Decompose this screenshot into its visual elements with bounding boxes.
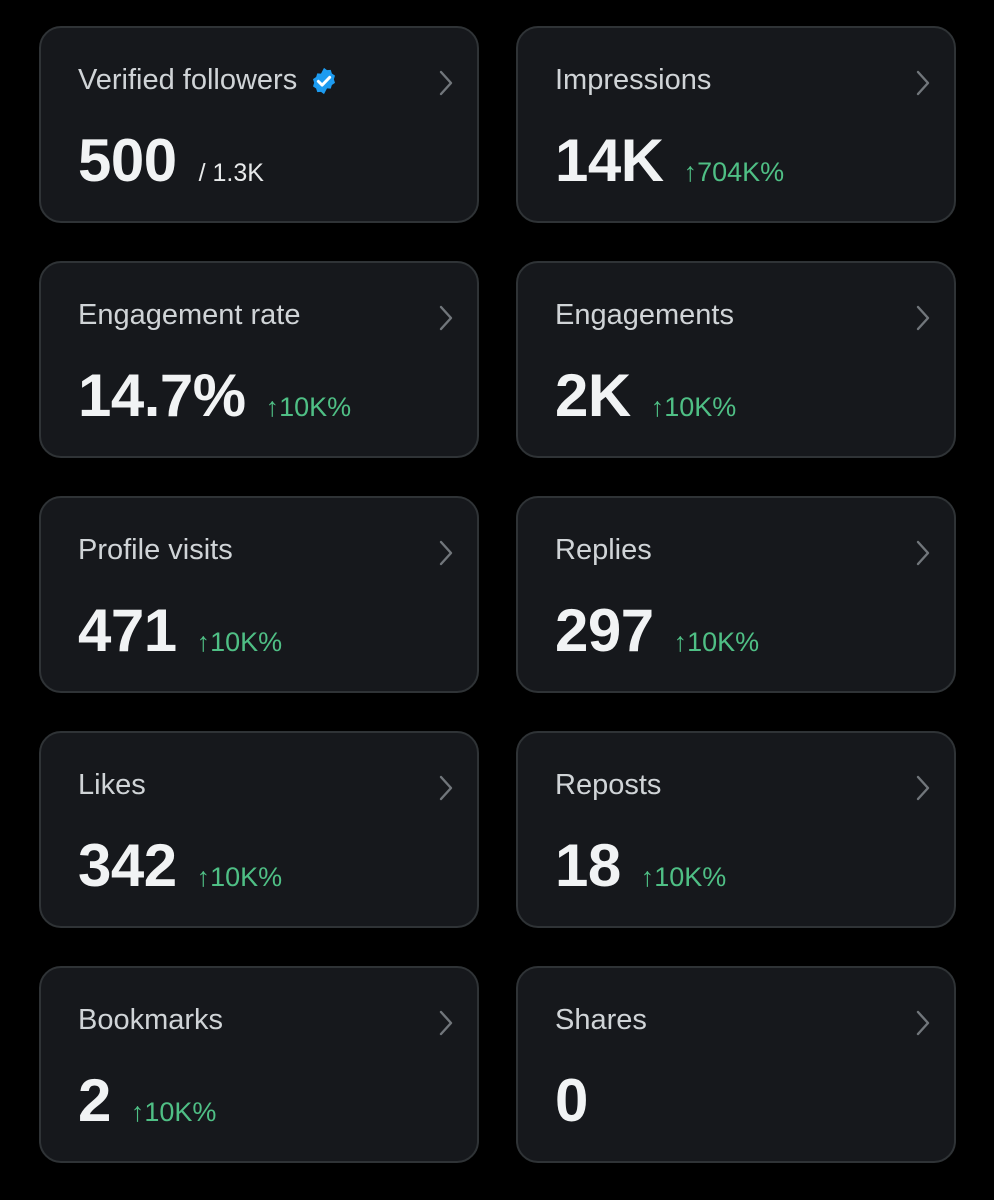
stat-value: 297	[555, 597, 654, 664]
stat-label: Verified followers	[78, 64, 298, 96]
stat-row: 2 ↑10K%	[78, 1066, 216, 1135]
stat-row: 14K ↑704K%	[555, 126, 784, 195]
stat-value: 14K	[555, 127, 664, 194]
stat-label-row: Impressions	[555, 64, 711, 97]
chevron	[916, 305, 930, 331]
stat-label-row: Bookmarks	[78, 1004, 223, 1037]
stat-value: 18	[555, 832, 621, 899]
stat-label-row: Likes	[78, 769, 146, 802]
stat-label: Replies	[555, 534, 652, 566]
stat-label: Engagements	[555, 299, 734, 331]
stat-row: 18 ↑10K%	[555, 831, 726, 900]
stat-card[interactable]: Reposts 18 ↑10K%	[516, 731, 956, 928]
verified-badge	[313, 67, 336, 94]
stat-row: 297 ↑10K%	[555, 596, 759, 665]
stat-label-row: Reposts	[555, 769, 661, 802]
stat-card[interactable]: Profile visits 471 ↑10K%	[39, 496, 479, 693]
chevron	[439, 540, 453, 566]
chevron	[916, 70, 930, 96]
stat-card[interactable]: Shares 0	[516, 966, 956, 1163]
stat-change: ↑10K%	[130, 1097, 217, 1127]
stat-label: Engagement rate	[78, 299, 301, 331]
stat-value: 2	[78, 1067, 111, 1134]
stat-value: 0	[555, 1067, 588, 1134]
stat-card[interactable]: Verified followers 500 / 1.3K	[39, 26, 479, 223]
stat-row: 14.7% ↑10K%	[78, 361, 351, 430]
stat-label: Shares	[555, 1004, 647, 1036]
stat-card[interactable]: Likes 342 ↑10K%	[39, 731, 479, 928]
stat-label: Likes	[78, 769, 146, 801]
stat-label: Impressions	[555, 64, 712, 96]
stat-row: 471 ↑10K%	[78, 596, 282, 665]
chevron	[916, 1010, 930, 1036]
stat-value: 500	[78, 127, 177, 194]
stat-change: ↑10K%	[673, 627, 760, 657]
chevron	[439, 1010, 453, 1036]
chevron	[439, 305, 453, 331]
stat-card[interactable]: Impressions 14K ↑704K%	[516, 26, 956, 223]
stat-secondary: / 1.3K	[198, 159, 264, 187]
stat-label: Bookmarks	[78, 1004, 224, 1036]
stat-card[interactable]: Bookmarks 2 ↑10K%	[39, 966, 479, 1163]
stat-label: Reposts	[555, 769, 662, 801]
stat-change: ↑10K%	[265, 392, 352, 422]
stat-label-row: Profile visits	[78, 534, 233, 567]
stat-card[interactable]: Engagement rate 14.7% ↑10K%	[39, 261, 479, 458]
chevron	[916, 775, 930, 801]
stat-row: 0	[555, 1066, 588, 1135]
chevron	[439, 775, 453, 801]
stat-value: 471	[78, 597, 177, 664]
stat-value: 14.7%	[78, 362, 246, 429]
stat-change: ↑10K%	[650, 392, 737, 422]
stat-label-row: Engagements	[555, 299, 734, 332]
stat-label-row: Verified followers	[78, 64, 339, 97]
stat-card[interactable]: Replies 297 ↑10K%	[516, 496, 956, 693]
stat-label-row: Shares	[555, 1004, 647, 1037]
stat-change: ↑10K%	[196, 627, 283, 657]
chevron	[439, 70, 453, 96]
stat-card[interactable]: Engagements 2K ↑10K%	[516, 261, 956, 458]
stat-change: ↑704K%	[683, 157, 785, 187]
chevron	[916, 540, 930, 566]
stat-label-row: Engagement rate	[78, 299, 300, 332]
stat-row: 500 / 1.3K	[78, 126, 264, 195]
stat-row: 2K ↑10K%	[555, 361, 736, 430]
stat-row: 342 ↑10K%	[78, 831, 282, 900]
stat-label: Profile visits	[78, 534, 233, 566]
stat-label-row: Replies	[555, 534, 652, 567]
stat-value: 342	[78, 832, 177, 899]
stat-change: ↑10K%	[640, 862, 727, 892]
stat-value: 2K	[555, 362, 631, 429]
stat-change: ↑10K%	[196, 862, 283, 892]
